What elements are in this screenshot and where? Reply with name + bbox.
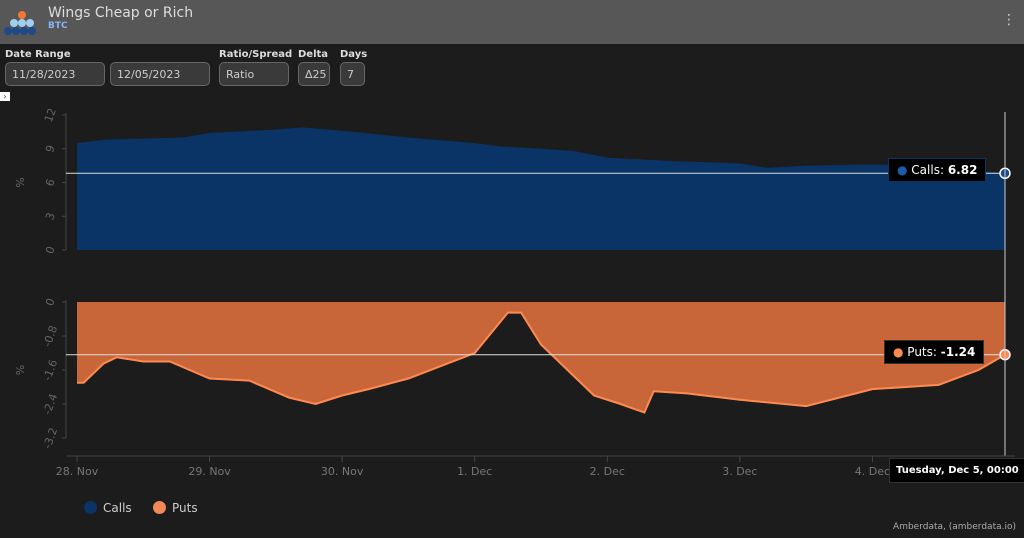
y-tick-label: 9 — [43, 143, 58, 154]
y-tick-label: -1.6 — [41, 358, 61, 383]
calls-tooltip: ● Calls: 6.82 — [888, 158, 987, 182]
y-tick-label: 0 — [43, 297, 58, 308]
x-tick-label: 30. Nov — [321, 465, 364, 478]
puts-tooltip: ● Puts: -1.24 — [884, 340, 985, 364]
x-tick-label: 1. Dec — [457, 465, 492, 478]
y-tick-label: -0.8 — [41, 324, 61, 349]
y-axis-label: % — [14, 177, 27, 187]
expand-chevron-icon[interactable]: › — [0, 92, 10, 101]
days-input[interactable]: 7 — [340, 62, 365, 86]
start-date-input[interactable]: 11/28/2023 — [5, 62, 105, 86]
delta-select[interactable]: Δ25 — [298, 62, 330, 86]
x-tick-label: 3. Dec — [722, 465, 757, 478]
puts-area — [77, 302, 1005, 413]
y-tick-label: -3.2 — [41, 426, 61, 451]
y-tick-label: 0 — [43, 245, 58, 256]
legend-puts-label: Puts — [172, 501, 198, 515]
puts-legend-icon — [153, 501, 166, 514]
puts-tooltip-label: Puts: — [907, 345, 941, 359]
x-tick-label: 29. Nov — [188, 465, 231, 478]
calls-tooltip-label: Calls: — [911, 163, 948, 177]
y-tick-label: 6 — [43, 177, 58, 188]
y-tick-label: 12 — [42, 106, 59, 124]
end-date-input[interactable]: 12/05/2023 — [110, 62, 210, 86]
date-range-label: Date Range — [5, 49, 71, 60]
delta-label: Delta — [298, 49, 329, 60]
header-bar: Wings Cheap or Rich BTC ⋮ — [0, 0, 1024, 44]
y-tick-label: -2.4 — [41, 392, 61, 417]
calls-legend-icon — [84, 501, 97, 514]
x-tick-label: 2. Dec — [590, 465, 625, 478]
legend-puts[interactable]: Puts — [153, 501, 198, 515]
ratio-spread-select[interactable]: Ratio — [219, 62, 289, 86]
legend-calls-label: Calls — [103, 501, 132, 515]
credit-text: Amberdata, (amberdata.io) — [893, 522, 1016, 532]
date-tooltip: Tuesday, Dec 5, 00:00 — [889, 458, 1024, 483]
puts-tooltip-value: -1.24 — [940, 345, 976, 359]
widget-subtitle: BTC — [48, 21, 68, 31]
puts-line — [77, 311, 1006, 414]
days-label: Days — [340, 49, 368, 60]
x-tick-label: 28. Nov — [56, 465, 99, 478]
y-axis-label: % — [14, 365, 27, 375]
ratio-spread-label: Ratio/Spread — [219, 49, 293, 60]
amberdata-logo-icon — [4, 11, 36, 35]
y-tick-label: 3 — [43, 211, 58, 222]
calls-area — [77, 127, 1005, 250]
legend-calls[interactable]: Calls — [84, 501, 132, 515]
more-menu-icon[interactable]: ⋮ — [1002, 12, 1016, 28]
x-tick-label: 4. Dec — [855, 465, 890, 478]
calls-tooltip-value: 6.82 — [947, 163, 978, 177]
widget-title: Wings Cheap or Rich — [48, 5, 194, 21]
